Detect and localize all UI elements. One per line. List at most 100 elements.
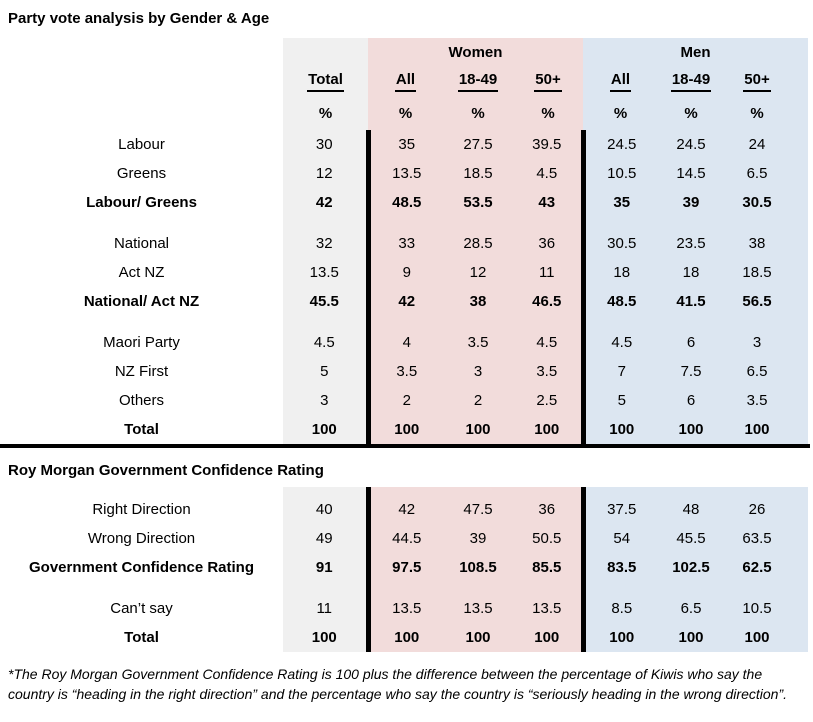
- footnote: *The Roy Morgan Government Confidence Ra…: [8, 664, 813, 704]
- row-label: Labour/ Greens: [86, 194, 197, 211]
- empty-cell: [790, 96, 808, 130]
- value-cell: 43: [538, 194, 556, 211]
- total-column-header: Total: [283, 66, 368, 96]
- value-cell: [790, 159, 808, 188]
- value-cell: 24: [748, 136, 766, 153]
- value-cell: [283, 316, 368, 328]
- value-cell: 33: [365, 229, 443, 258]
- value-cell: 30.5: [580, 229, 658, 258]
- value-cell: 18: [682, 264, 700, 281]
- value-cell: 5: [320, 363, 329, 380]
- value-cell: 4.5: [536, 334, 558, 351]
- value-cell: 23.5: [676, 235, 706, 252]
- percent-sign: %: [318, 104, 333, 122]
- data-row: Act NZ 13.5 9 12 11 18 18 18.5: [0, 258, 808, 287]
- value-cell: 102.5: [672, 559, 710, 576]
- value-cell: 4.5: [536, 165, 558, 182]
- value-cell: 30: [315, 136, 333, 153]
- value-cell: 4.5: [580, 328, 658, 357]
- value-cell: [365, 217, 443, 229]
- value-cell: [658, 582, 724, 594]
- value-cell: [724, 217, 790, 229]
- value-cell: 3.5: [467, 334, 489, 351]
- value-cell: 39: [682, 194, 700, 211]
- value-cell: 3.5: [536, 363, 558, 380]
- value-cell: 3.5: [746, 392, 768, 409]
- row-label: Right Direction: [92, 501, 191, 518]
- data-row: Can’t say 11 13.5 13.5 13.5 8.5 6.5 10.5: [0, 594, 808, 623]
- value-cell: 42: [365, 287, 443, 316]
- row-label: Can’t say: [110, 600, 173, 617]
- footnote-line-1: *The Roy Morgan Government Confidence Ra…: [8, 666, 763, 682]
- value-cell: 100: [311, 421, 337, 438]
- row-label: [0, 582, 283, 594]
- value-cell: 53.5: [463, 194, 493, 211]
- value-cell: [790, 188, 808, 217]
- value-cell: 26: [748, 501, 766, 518]
- value-cell: 45.5: [309, 293, 339, 310]
- value-cell: 5: [580, 386, 658, 415]
- row-label: Act NZ: [118, 264, 165, 281]
- empty-cell: [0, 66, 283, 96]
- value-cell: [790, 217, 808, 229]
- value-cell: 4: [365, 328, 443, 357]
- value-cell: 48.5: [580, 287, 658, 316]
- value-cell: [790, 328, 808, 357]
- row-label: [0, 316, 283, 328]
- value-cell: [790, 357, 808, 386]
- value-cell: 2: [365, 386, 443, 415]
- value-cell: [790, 594, 808, 623]
- value-cell: 54: [580, 524, 658, 553]
- row-label: Labour: [118, 136, 165, 153]
- value-cell: 100: [534, 421, 560, 438]
- value-cell: 30.5: [742, 194, 772, 211]
- value-cell: 24.5: [580, 130, 658, 159]
- value-cell: 38: [748, 235, 766, 252]
- value-cell: 46.5: [532, 293, 562, 310]
- empty-cell: [0, 38, 283, 66]
- value-cell: 13.5: [309, 264, 339, 281]
- value-cell: 44.5: [365, 524, 443, 553]
- value-cell: [365, 582, 443, 594]
- value-cell: [724, 582, 790, 594]
- data-row: Government Confidence Rating 91 97.5 108.5 8…: [0, 553, 808, 582]
- row-label: National: [113, 235, 170, 252]
- data-row: Others 3 2 2 2.5 5 6 3.5: [0, 386, 808, 415]
- women-50plus-header: 50+: [513, 66, 583, 96]
- value-cell: 100: [365, 623, 443, 652]
- value-cell: [790, 495, 808, 524]
- spacer-row: [0, 487, 808, 495]
- value-cell: 3.5: [365, 357, 443, 386]
- value-cell: [790, 130, 808, 159]
- confidence-table-title: Roy Morgan Government Confidence Rating: [8, 462, 324, 479]
- value-cell: [790, 229, 808, 258]
- value-cell: 97.5: [365, 553, 443, 582]
- value-cell: 6.5: [746, 165, 768, 182]
- data-row: National 32 33 28.5 36 30.5 23.5 38: [0, 229, 808, 258]
- value-cell: 2: [473, 392, 483, 409]
- value-cell: 3: [320, 392, 329, 409]
- value-cell: 48.5: [365, 188, 443, 217]
- value-cell: 108.5: [459, 559, 497, 576]
- confidence-table-body: Right Direction 40 42 47.5 36 37.5 48 26 Wrong D…: [0, 487, 808, 652]
- value-cell: 63.5: [742, 530, 772, 547]
- value-cell: 91: [315, 559, 333, 576]
- footnote-line-2: country is “heading in the right directi…: [8, 686, 787, 702]
- data-row: Labour/ Greens 42 48.5 53.5 43 35 39 30.5: [0, 188, 808, 217]
- value-cell: 10.5: [580, 159, 658, 188]
- value-cell: 3: [752, 334, 762, 351]
- value-cell: 6.5: [746, 363, 768, 380]
- value-cell: 56.5: [742, 293, 772, 310]
- value-cell: 6.5: [680, 600, 702, 617]
- women-all-header: All: [368, 66, 443, 96]
- value-cell: [790, 582, 808, 594]
- value-cell: 6: [686, 392, 696, 409]
- percent-sign: %: [541, 104, 555, 122]
- value-cell: [724, 316, 790, 328]
- data-row: Right Direction 40 42 47.5 36 37.5 48 26: [0, 495, 808, 524]
- row-label: Total: [124, 421, 159, 438]
- value-cell: 42: [365, 495, 443, 524]
- value-cell: 11: [538, 264, 555, 281]
- value-cell: 42: [315, 194, 333, 211]
- value-cell: [790, 386, 808, 415]
